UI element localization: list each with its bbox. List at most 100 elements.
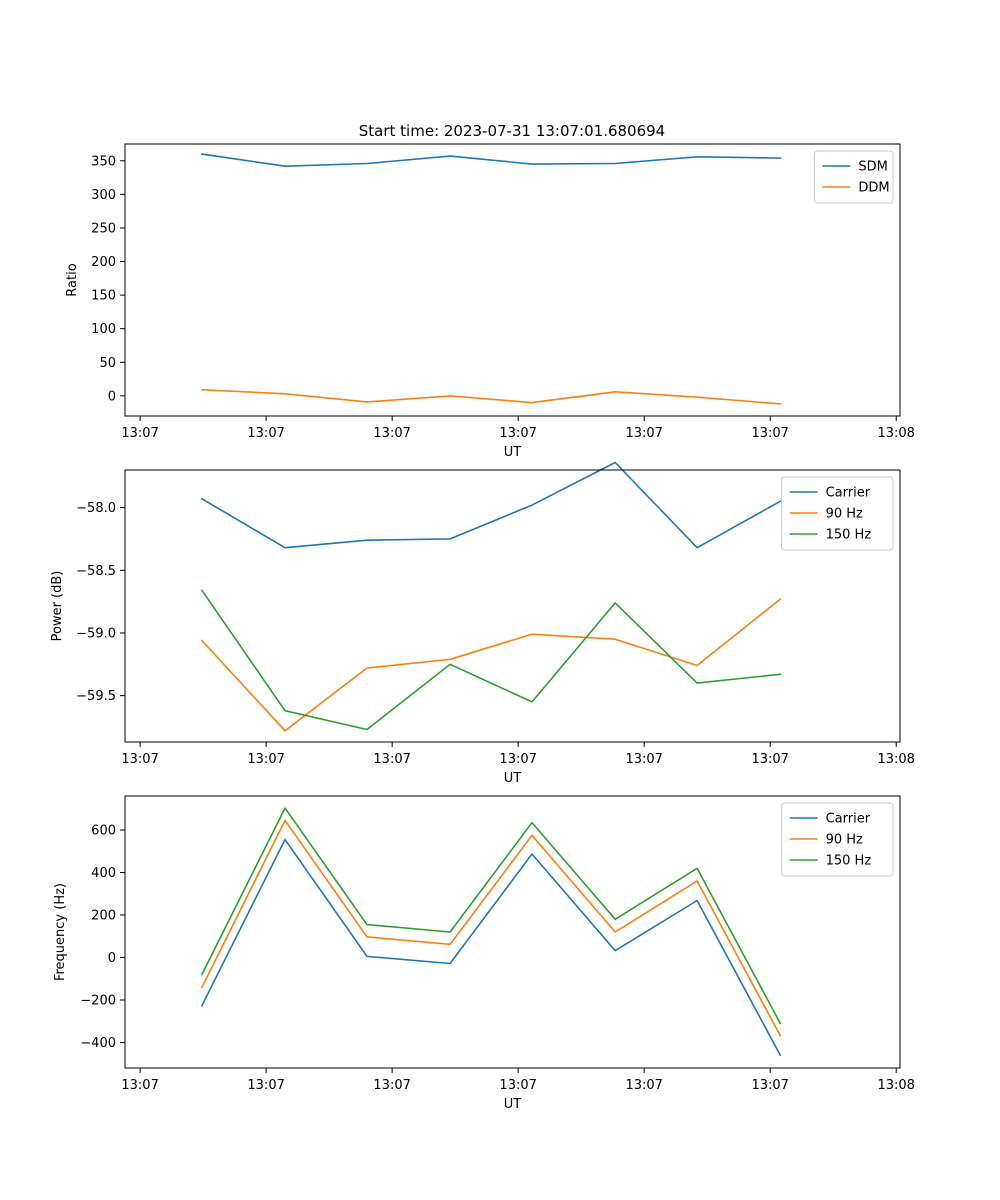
ratio-x-tick-label: 13:07 <box>121 426 158 441</box>
ratio-y-tick-label: 100 <box>91 322 116 337</box>
frequency-x-tick-label: 13:07 <box>751 1078 788 1093</box>
frequency-y-tick-label: −400 <box>80 1036 116 1051</box>
ratio-y-tick: 200 <box>91 255 125 270</box>
ratio-y-tick: 100 <box>91 322 125 337</box>
frequency-legend: Carrier 90 Hz 150 Hz <box>781 802 894 877</box>
frequency-series-90-hz-line <box>200 819 782 1037</box>
power-series-150-hz-line <box>200 589 782 731</box>
frequency-x-tick: 13:07 <box>625 1068 663 1093</box>
power-series-group <box>200 461 782 732</box>
frequency-legend-label-90-hz: 90 Hz <box>826 833 863 848</box>
ratio-series-sdm-line <box>200 153 782 167</box>
power-y-tick-label: −58.5 <box>76 564 116 579</box>
ratio-x-tick-label: 13:07 <box>499 426 536 441</box>
frequency-x-tick: 13:07 <box>121 1068 159 1093</box>
ratio-y-tick: 300 <box>91 188 125 203</box>
frequency-x-tick: 13:07 <box>751 1068 789 1093</box>
power-y-tick: −58.5 <box>76 564 125 579</box>
power-x-tick: 13:07 <box>751 742 789 767</box>
frequency-x-tick: 13:07 <box>247 1068 285 1093</box>
ratio-series-ddm-line <box>201 388 782 405</box>
ratio-panel: 13:07 13:07 13:07 13:07 13:07 13:07 13:08 0 50 10… <box>65 143 915 460</box>
frequency-y-tick-label: 400 <box>91 866 116 881</box>
ratio-y-tick-label: 300 <box>91 188 116 203</box>
ratio-x-tick: 13:07 <box>499 416 537 441</box>
power-series-carrier-line <box>200 461 782 549</box>
power-x-tick: 13:07 <box>373 742 411 767</box>
ratio-axes-frame <box>124 143 901 417</box>
ratio-x-tick: 13:07 <box>121 416 159 441</box>
frequency-y-tick: 400 <box>91 866 125 881</box>
power-x-tick-label: 13:07 <box>247 752 284 767</box>
frequency-series-carrier-line <box>200 838 782 1057</box>
ratio-x-tick-label: 13:07 <box>373 426 410 441</box>
frequency-x-tick: 13:07 <box>373 1068 411 1093</box>
frequency-x-tick-label: 13:07 <box>625 1078 662 1093</box>
power-panel: 13:07 13:07 13:07 13:07 13:07 13:07 13:08 −58.0… <box>50 461 915 786</box>
ratio-x-tick: 13:08 <box>877 416 915 441</box>
frequency-legend-label-150-hz: 150 Hz <box>826 854 872 869</box>
frequency-y-tick-label: 200 <box>91 909 116 924</box>
frequency-legend-label-carrier: Carrier <box>826 812 871 827</box>
power-x-tick-label: 13:07 <box>499 752 536 767</box>
power-x-tick: 13:08 <box>877 742 915 767</box>
frequency-x-tick-label: 13:07 <box>247 1078 284 1093</box>
frequency-x-tick: 13:07 <box>499 1068 537 1093</box>
frequency-legend-box <box>781 802 894 877</box>
ratio-x-tick: 13:07 <box>625 416 663 441</box>
ratio-legend-label-sdm: SDM <box>858 160 887 175</box>
power-x-tick: 13:07 <box>499 742 537 767</box>
power-x-tick-label: 13:07 <box>121 752 158 767</box>
ratio-y-tick: 50 <box>99 356 125 371</box>
frequency-axes-frame <box>124 795 901 1069</box>
ratio-y-tick: 0 <box>108 389 125 404</box>
ratio-y-tick: 350 <box>91 154 125 169</box>
power-y-axis-label: Power (dB) <box>50 571 65 642</box>
ratio-y-tick-label: 50 <box>99 356 116 371</box>
ratio-x-tick-label: 13:07 <box>625 426 662 441</box>
ratio-y-axis-label: Ratio <box>65 263 80 296</box>
frequency-series-150-hz-line <box>200 807 782 1025</box>
ratio-y-tick-label: 0 <box>108 389 116 404</box>
frequency-panel: 13:07 13:07 13:07 13:07 13:07 13:07 13:08 600 40… <box>53 795 915 1112</box>
frequency-y-tick-label: 0 <box>108 951 116 966</box>
frequency-x-tick: 13:08 <box>877 1068 915 1093</box>
ratio-y-tick: 250 <box>91 221 125 236</box>
frequency-y-tick: −400 <box>80 1036 125 1051</box>
frequency-y-tick-label: 600 <box>91 824 116 839</box>
power-x-tick: 13:07 <box>121 742 159 767</box>
power-legend-label-90-hz: 90 Hz <box>826 507 863 522</box>
ratio-y-tick-label: 200 <box>91 255 116 270</box>
frequency-y-tick: 0 <box>108 951 125 966</box>
ratio-legend-label-ddm: DDM <box>858 181 889 196</box>
ratio-y-tick-label: 250 <box>91 221 116 236</box>
frequency-x-tick-label: 13:07 <box>373 1078 410 1093</box>
frequency-y-tick: 600 <box>91 824 125 839</box>
power-x-tick: 13:07 <box>625 742 663 767</box>
frequency-x-tick-label: 13:07 <box>121 1078 158 1093</box>
frequency-y-tick-label: −200 <box>80 994 116 1009</box>
power-legend-box <box>781 476 894 551</box>
ratio-x-axis-label: UT <box>504 445 522 460</box>
ratio-x-tick: 13:07 <box>247 416 285 441</box>
frequency-y-axis-label: Frequency (Hz) <box>53 883 68 981</box>
power-series-90-hz-line <box>200 597 782 732</box>
frequency-y-tick: −200 <box>80 994 125 1009</box>
ratio-x-tick-label: 13:07 <box>247 426 284 441</box>
frequency-x-tick-label: 13:07 <box>499 1078 536 1093</box>
ratio-x-tick: 13:07 <box>373 416 411 441</box>
power-x-tick: 13:07 <box>247 742 285 767</box>
power-y-tick-label: −59.0 <box>76 626 116 641</box>
power-x-tick-label: 13:07 <box>373 752 410 767</box>
power-axes-frame <box>124 469 901 743</box>
power-legend-label-carrier: Carrier <box>826 486 871 501</box>
ratio-series-group <box>200 153 782 405</box>
power-x-axis-label: UT <box>504 771 522 786</box>
ratio-y-tick-label: 150 <box>91 289 116 304</box>
frequency-series-group <box>200 807 782 1057</box>
ratio-y-tick-label: 350 <box>91 154 116 169</box>
ratio-x-tick: 13:07 <box>751 416 789 441</box>
ratio-legend-box <box>813 150 894 204</box>
power-x-tick-label: 13:07 <box>751 752 788 767</box>
power-legend-label-150-hz: 150 Hz <box>826 528 872 543</box>
